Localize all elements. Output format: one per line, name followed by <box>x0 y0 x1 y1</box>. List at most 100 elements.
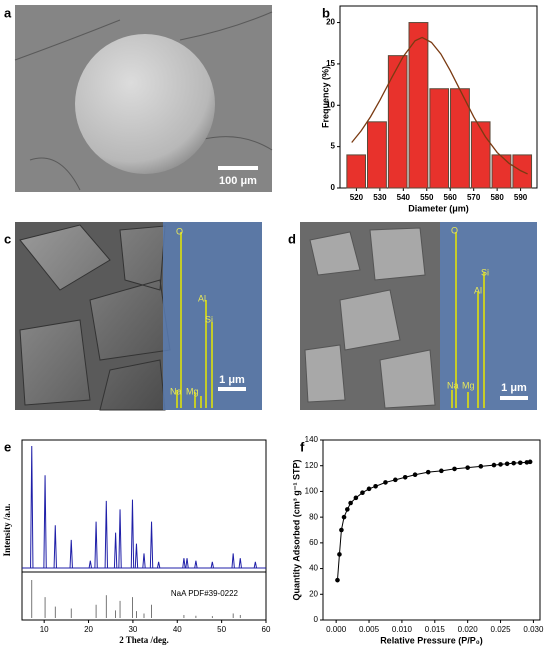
scale-bar-label: 100 μm <box>219 175 257 187</box>
point <box>393 477 398 483</box>
panel-label: a <box>4 5 12 20</box>
y-axis-label: Quantity Adsorbed (cm³ g⁻¹ STP) <box>291 460 301 601</box>
peak <box>253 561 258 569</box>
x-tick-label: 10 <box>40 625 49 634</box>
point <box>465 465 470 470</box>
x-tick-label: 20 <box>84 625 93 634</box>
point <box>345 507 350 512</box>
y-tick-label: 80 <box>309 512 318 521</box>
point <box>337 552 342 557</box>
eds-label: Mg <box>462 380 475 390</box>
point <box>491 462 497 468</box>
peak <box>185 558 189 569</box>
eds-label: O <box>176 226 183 236</box>
y-tick-label: 60 <box>309 538 318 547</box>
peak <box>88 560 93 569</box>
peak <box>118 509 122 569</box>
x-tick-label: 560 <box>444 193 458 202</box>
panel-label: c <box>4 231 11 246</box>
panel-label: b <box>322 5 330 20</box>
isotherm-line <box>336 461 531 581</box>
y-tick-label: 40 <box>309 564 318 573</box>
point <box>452 466 457 472</box>
x-axis-label: Diameter (μm) <box>408 203 469 213</box>
eds-label: Na <box>170 386 182 396</box>
point <box>335 577 340 583</box>
x-tick-label: 40 <box>173 625 182 634</box>
point <box>339 527 344 533</box>
point <box>478 464 484 469</box>
panel-label: e <box>4 439 11 454</box>
eds-label: Al <box>198 293 206 303</box>
y-axis-label: Intensity /a.u. <box>2 504 12 557</box>
x-tick-label: 570 <box>467 193 481 202</box>
peak <box>53 525 57 569</box>
y-tick-label: 0 <box>314 615 319 624</box>
plot-frame <box>322 439 541 621</box>
x-tick-label: 60 <box>262 625 271 634</box>
point <box>517 460 523 466</box>
point <box>439 468 444 474</box>
peak <box>194 560 198 569</box>
y-axis-label: Frequency (%) <box>320 66 330 128</box>
eds-label: O <box>451 225 458 235</box>
point <box>402 474 408 480</box>
x-tick-label: 590 <box>514 193 528 202</box>
sem-image-d: O Si Al Na Mg 1 μm <box>300 222 537 410</box>
fit-curve <box>351 36 528 175</box>
x-tick-label: 30 <box>128 625 137 634</box>
bar <box>429 88 450 189</box>
x-axis-label: Relative Pressure (P/P₀) <box>380 635 483 645</box>
sem-image-c: O Al Si Na Mg 1 μm <box>15 222 262 411</box>
x-tick-label: 550 <box>420 193 434 202</box>
peak <box>113 532 118 569</box>
eds-label: Na <box>447 380 459 390</box>
peak <box>134 543 139 569</box>
panel-label: f <box>300 439 305 454</box>
point <box>353 495 359 501</box>
point <box>511 460 516 466</box>
panel-label: d <box>288 231 296 246</box>
eds-label: Si <box>481 267 489 277</box>
peak <box>231 553 235 569</box>
sem-image-a: 100 μm <box>14 5 273 192</box>
peak <box>104 500 108 569</box>
y-tick-label: 100 <box>305 487 319 496</box>
point <box>373 483 378 489</box>
bar <box>387 55 408 189</box>
x-tick-label: 0.010 <box>392 625 413 634</box>
point <box>412 472 418 478</box>
eds-label: Si <box>205 314 213 324</box>
y-tick-label: 15 <box>326 59 335 68</box>
x-tick-label: 530 <box>373 193 387 202</box>
x-tick-label: 580 <box>490 193 504 202</box>
peak <box>94 521 98 569</box>
peak <box>210 561 215 569</box>
peak <box>142 553 146 569</box>
plot-frame <box>21 439 267 621</box>
peak <box>30 445 34 569</box>
point <box>383 480 388 485</box>
point <box>360 490 365 496</box>
peak <box>69 539 73 569</box>
point <box>504 461 510 467</box>
point <box>348 500 353 506</box>
x-tick-label: 0.015 <box>425 625 446 634</box>
point <box>366 486 372 492</box>
eds-label: Al <box>474 285 482 295</box>
peak <box>130 499 135 569</box>
point <box>498 462 503 467</box>
x-tick-label: 0.025 <box>491 625 512 634</box>
y-tick-label: 5 <box>331 142 336 151</box>
point <box>527 459 533 465</box>
eds-label: Mg <box>186 386 199 396</box>
scale-bar-label: 1 μm <box>219 374 245 386</box>
peak <box>156 561 161 569</box>
y-tick-label: 20 <box>309 589 318 598</box>
x-tick-label: 520 <box>350 193 364 202</box>
x-tick-label: 0.005 <box>359 625 380 634</box>
y-tick-label: 120 <box>305 461 319 470</box>
bar <box>470 121 491 189</box>
x-tick-label: 50 <box>217 625 226 634</box>
